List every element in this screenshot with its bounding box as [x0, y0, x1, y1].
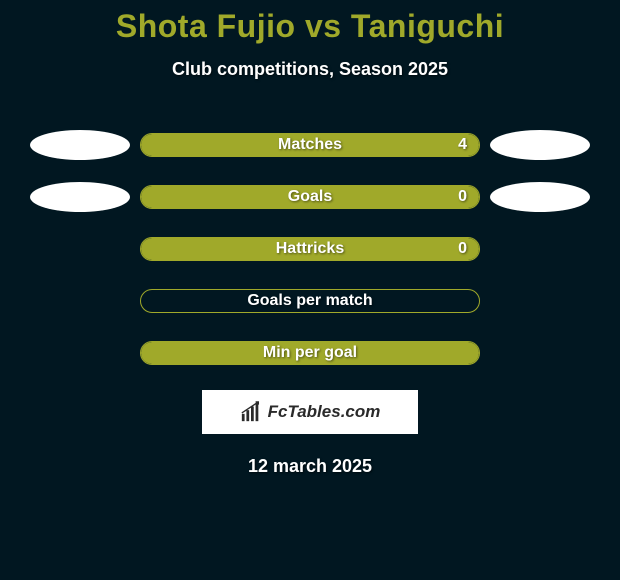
stat-bar-label: Min per goal: [141, 344, 479, 362]
player-left-ellipse: [30, 130, 130, 160]
stat-row: Goals0: [0, 182, 620, 212]
player-left-ellipse: [30, 182, 130, 212]
stat-rows: Matches4Goals0Hattricks0Goals per matchM…: [0, 130, 620, 368]
bar-chart-icon: [240, 401, 262, 423]
stat-row: Matches4: [0, 130, 620, 160]
stat-bar-label: Goals: [141, 188, 479, 206]
stat-bar-value: 0: [458, 188, 467, 206]
logo-box: FcTables.com: [202, 390, 418, 434]
stat-row: Min per goal: [0, 338, 620, 368]
stat-bar-label: Hattricks: [141, 240, 479, 258]
stat-bar: Min per goal: [140, 341, 480, 365]
stat-bar-value: 0: [458, 240, 467, 258]
stat-bar-label: Goals per match: [141, 292, 479, 310]
player-right-ellipse: [490, 130, 590, 160]
infographic-container: Shota Fujio vs Taniguchi Club competitio…: [0, 0, 620, 477]
player-right-ellipse: [490, 182, 590, 212]
stat-row: Hattricks0: [0, 234, 620, 264]
stat-bar: Matches4: [140, 133, 480, 157]
page-title: Shota Fujio vs Taniguchi: [0, 8, 620, 45]
stat-bar: Goals0: [140, 185, 480, 209]
date-label: 12 march 2025: [0, 456, 620, 477]
subtitle: Club competitions, Season 2025: [0, 59, 620, 80]
stat-bar-value: 4: [458, 136, 467, 154]
stat-bar: Hattricks0: [140, 237, 480, 261]
stat-row: Goals per match: [0, 286, 620, 316]
logo-text: FcTables.com: [268, 402, 381, 422]
stat-bar-label: Matches: [141, 136, 479, 154]
stat-bar: Goals per match: [140, 289, 480, 313]
